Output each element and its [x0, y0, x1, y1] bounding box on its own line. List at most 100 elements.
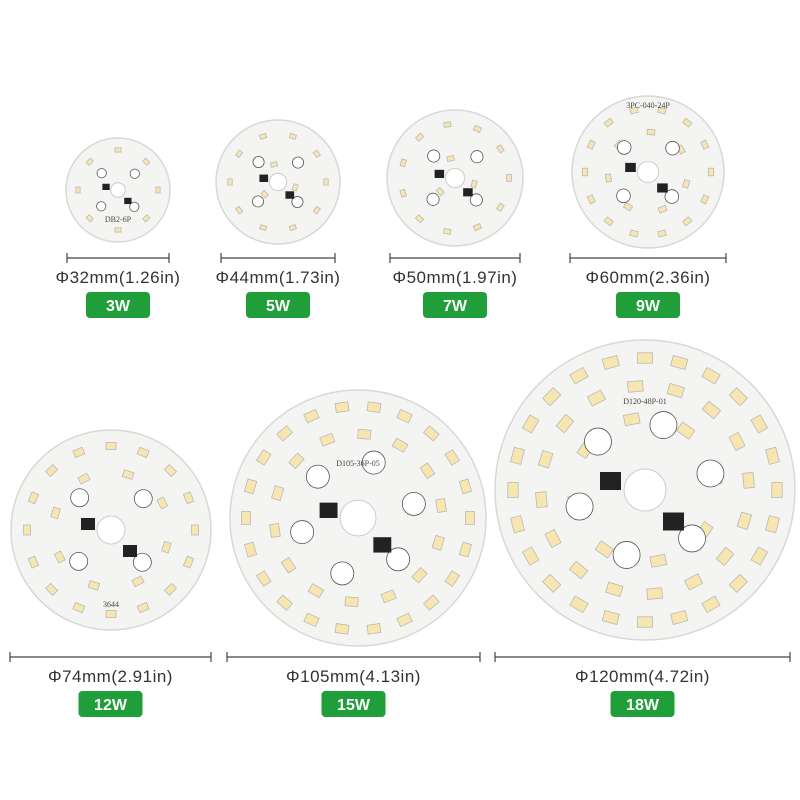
board-text: 3PC-040-24P — [626, 101, 670, 110]
led — [601, 354, 620, 370]
led — [765, 446, 781, 465]
power-label: 5W — [266, 298, 291, 315]
power-label: 3W — [106, 298, 131, 315]
led — [419, 462, 436, 480]
led — [260, 189, 270, 199]
led — [605, 581, 624, 598]
mount-hole — [386, 547, 411, 572]
led — [675, 421, 696, 440]
led — [105, 442, 117, 450]
led — [496, 202, 505, 212]
led — [334, 401, 350, 413]
led — [259, 224, 268, 232]
mount-hole — [290, 520, 315, 545]
led — [380, 589, 397, 604]
led — [443, 228, 452, 235]
center-hole — [636, 160, 660, 184]
mount-hole — [291, 196, 304, 208]
led — [537, 450, 554, 469]
led — [682, 178, 691, 189]
led — [85, 214, 94, 223]
led — [682, 216, 693, 227]
led — [45, 582, 59, 596]
led — [270, 161, 278, 168]
led-board: D120-48P-01 — [494, 339, 796, 641]
driver-chip — [600, 472, 621, 490]
led — [506, 174, 512, 182]
board-text: DB2-6P — [105, 215, 132, 224]
led — [728, 431, 746, 452]
led — [241, 511, 251, 525]
led — [736, 511, 753, 530]
mount-hole — [401, 491, 426, 516]
led — [72, 601, 86, 614]
led — [323, 178, 329, 186]
size-label: Φ120mm(4.72in) — [575, 667, 710, 686]
driver-chip — [319, 502, 338, 518]
power-badge — [423, 292, 487, 318]
led — [700, 139, 710, 150]
driver-chip — [463, 188, 473, 197]
led — [156, 496, 169, 510]
power-label: 15W — [337, 697, 371, 714]
led — [396, 612, 413, 628]
led — [77, 472, 91, 485]
led — [707, 167, 715, 177]
led — [715, 546, 735, 567]
led — [435, 498, 447, 513]
led — [742, 471, 755, 489]
driver-chip — [123, 545, 137, 557]
led — [53, 550, 66, 564]
led — [396, 408, 413, 424]
led — [728, 573, 748, 593]
led — [542, 387, 562, 407]
power-badge — [321, 691, 386, 717]
led — [701, 366, 721, 385]
mount-hole — [132, 552, 152, 572]
led — [259, 132, 268, 140]
led — [535, 491, 548, 509]
led — [357, 428, 372, 440]
led — [569, 366, 589, 385]
center-hole — [339, 499, 377, 537]
led — [470, 179, 478, 189]
mount-hole — [129, 201, 140, 212]
power-badge — [616, 292, 680, 318]
led — [307, 583, 325, 599]
mount-hole — [696, 459, 725, 488]
mount-hole — [330, 561, 355, 586]
led — [622, 412, 641, 427]
led — [27, 491, 40, 505]
driver-chip — [663, 512, 684, 531]
mount-hole — [612, 541, 641, 569]
led — [622, 201, 634, 212]
led — [50, 506, 61, 520]
led-board: DB2-6P — [65, 137, 171, 243]
size-label: Φ32mm(1.26in) — [56, 268, 181, 287]
led — [75, 186, 81, 194]
mount-hole — [649, 411, 678, 439]
led — [344, 596, 359, 608]
led — [657, 229, 667, 238]
led — [255, 449, 272, 466]
center-hole — [96, 515, 126, 545]
mount-hole — [470, 150, 484, 164]
led — [555, 413, 575, 434]
led — [114, 147, 122, 153]
power-label: 9W — [636, 298, 661, 315]
led — [657, 106, 667, 115]
led — [423, 594, 440, 611]
led — [161, 540, 172, 554]
led — [414, 132, 425, 142]
led — [443, 121, 452, 128]
led — [682, 117, 693, 128]
led — [431, 534, 445, 551]
led — [728, 387, 748, 407]
mount-hole — [616, 140, 632, 155]
led — [366, 401, 382, 413]
led — [391, 437, 409, 453]
driver-chip — [81, 518, 95, 530]
led — [276, 425, 293, 442]
power-badge — [246, 292, 310, 318]
led — [458, 541, 473, 558]
